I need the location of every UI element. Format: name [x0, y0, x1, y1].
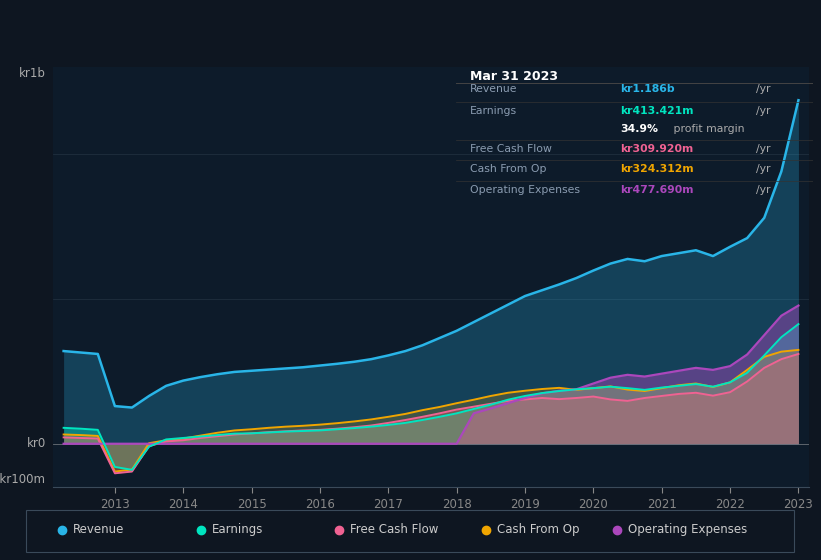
Text: /yr: /yr	[755, 106, 770, 116]
Text: 34.9%: 34.9%	[620, 124, 658, 134]
Text: Operating Expenses: Operating Expenses	[628, 523, 747, 536]
Text: kr477.690m: kr477.690m	[620, 185, 694, 195]
Text: Earnings: Earnings	[470, 106, 517, 116]
Text: Free Cash Flow: Free Cash Flow	[351, 523, 438, 536]
Text: Earnings: Earnings	[211, 523, 263, 536]
Text: Cash From Op: Cash From Op	[470, 164, 547, 174]
Text: kr309.920m: kr309.920m	[620, 144, 693, 154]
Text: /yr: /yr	[755, 164, 770, 174]
Text: Free Cash Flow: Free Cash Flow	[470, 144, 552, 154]
Text: Mar 31 2023: Mar 31 2023	[470, 71, 558, 83]
Text: kr1b: kr1b	[19, 67, 46, 80]
Text: kr324.312m: kr324.312m	[620, 164, 694, 174]
Text: kr413.421m: kr413.421m	[620, 106, 694, 116]
Text: /yr: /yr	[755, 185, 770, 195]
Text: kr0: kr0	[26, 437, 46, 450]
Text: /yr: /yr	[755, 83, 770, 94]
Text: Cash From Op: Cash From Op	[497, 523, 580, 536]
Text: profit margin: profit margin	[670, 124, 745, 134]
Text: -kr100m: -kr100m	[0, 473, 46, 486]
Text: Revenue: Revenue	[470, 83, 517, 94]
Text: Operating Expenses: Operating Expenses	[470, 185, 580, 195]
Text: kr1.186b: kr1.186b	[620, 83, 675, 94]
Text: Revenue: Revenue	[72, 523, 124, 536]
Text: /yr: /yr	[755, 144, 770, 154]
